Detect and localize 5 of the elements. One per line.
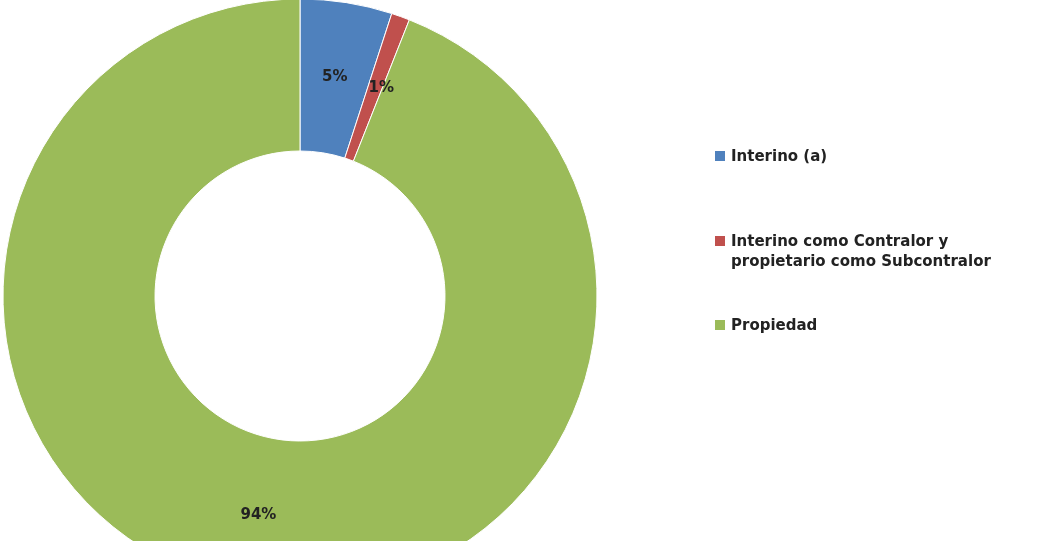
- legend-label: Interino como Contralor y propietario como Subcontralor: [731, 232, 992, 270]
- data-label: 94%: [240, 504, 277, 523]
- data-label: 5%: [321, 67, 348, 86]
- legend-label: Interino (a): [731, 147, 828, 165]
- legend-label: Propiedad: [731, 316, 818, 334]
